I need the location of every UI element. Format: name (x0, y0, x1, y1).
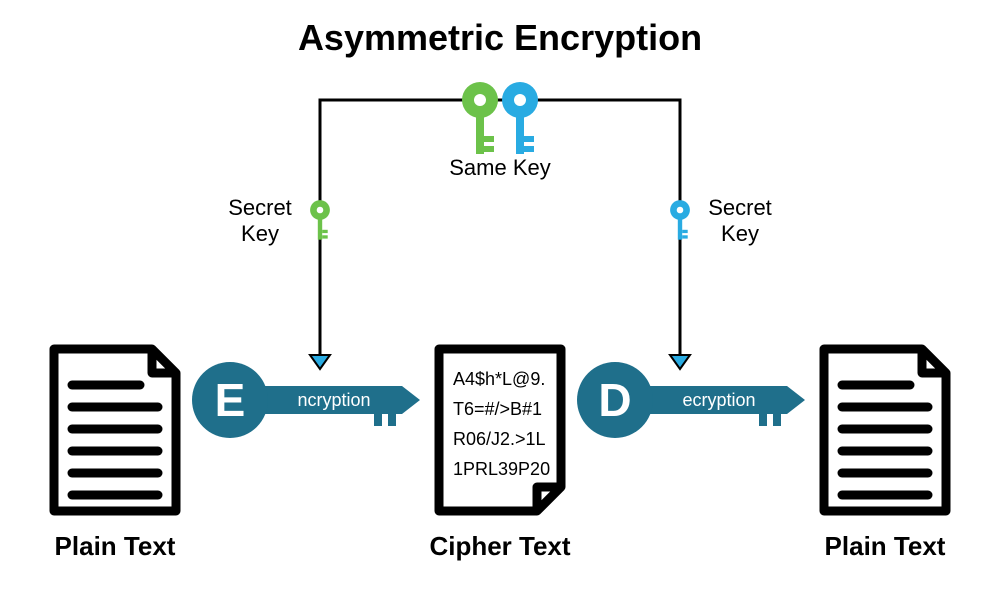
encryption-key-icon: Encryption (192, 362, 420, 438)
key-top-blue-icon (502, 82, 538, 154)
title: Asymmetric Encryption (298, 17, 702, 58)
arrowhead-icon (670, 355, 690, 369)
key-top-green-icon (462, 82, 498, 154)
key-small-green-icon (310, 200, 330, 240)
doc-plain-right-icon (824, 349, 946, 511)
cipher-line: T6=#/>B#1 (453, 399, 542, 419)
secret-key-left-label: Secret (228, 195, 292, 220)
doc-plain-left-icon (54, 349, 176, 511)
plain-text-left-label: Plain Text (55, 531, 176, 561)
connector-path (320, 100, 680, 355)
same-key-label: Same Key (449, 155, 551, 180)
secret-key-right-label: Secret (708, 195, 772, 220)
doc-cipher-icon: A4$h*L@9. T6=#/>B#1 R06/J2.>1L 1PRL39P20 (439, 349, 561, 511)
decryption-key-icon: Decryption (577, 362, 805, 438)
cipher-line: 1PRL39P20 (453, 459, 550, 479)
svg-text:Key: Key (241, 221, 279, 246)
svg-text:ecryption: ecryption (682, 390, 755, 410)
svg-text:D: D (598, 374, 631, 426)
svg-text:ncryption: ncryption (297, 390, 370, 410)
svg-text:E: E (215, 374, 246, 426)
svg-text:Key: Key (721, 221, 759, 246)
cipher-line: R06/J2.>1L (453, 429, 546, 449)
key-small-blue-icon (670, 200, 690, 240)
cipher-line: A4$h*L@9. (453, 369, 545, 389)
cipher-text-label: Cipher Text (429, 531, 570, 561)
arrowhead-icon (310, 355, 330, 369)
plain-text-right-label: Plain Text (825, 531, 946, 561)
